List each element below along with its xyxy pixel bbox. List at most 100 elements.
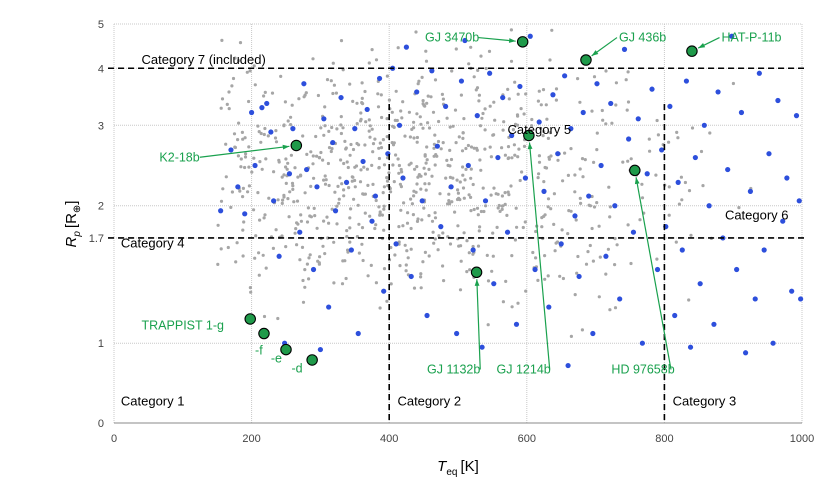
background-point (489, 155, 493, 159)
category-label-3: Category 3 (673, 393, 737, 408)
background-point (305, 262, 309, 266)
background-point (241, 228, 245, 232)
blue-point (761, 247, 767, 253)
background-point (540, 216, 544, 220)
planet-label-9: GJ 1214b (497, 363, 551, 377)
background-point (597, 295, 601, 299)
blue-point (580, 109, 586, 116)
background-point (560, 228, 564, 232)
background-point (626, 70, 630, 74)
background-point (262, 132, 266, 137)
background-point (396, 46, 400, 50)
background-point (241, 186, 245, 190)
background-point (409, 161, 413, 165)
background-point (257, 251, 261, 255)
background-point (261, 253, 265, 257)
background-point (436, 248, 440, 252)
x-tick-label: 800 (655, 433, 673, 445)
blue-point (522, 175, 529, 181)
background-point (284, 245, 288, 249)
blue-point (729, 33, 735, 39)
blue-point (462, 37, 468, 44)
background-point (471, 244, 475, 249)
blue-point (770, 340, 776, 346)
background-point (424, 49, 428, 53)
background-point (262, 216, 266, 220)
blue-point (527, 33, 533, 39)
category-label-5: Category 5 (508, 122, 572, 137)
arrow-line-9 (528, 142, 551, 370)
background-point (419, 275, 423, 279)
background-point (521, 225, 525, 230)
background-point (394, 153, 398, 157)
background-point (321, 158, 325, 162)
arrow-head-4 (282, 144, 290, 150)
blue-point (474, 113, 480, 119)
background-point (578, 167, 582, 171)
background-point (243, 165, 247, 170)
blue-point (369, 218, 375, 224)
annotation-arrows (199, 36, 720, 370)
x-tick-label: 400 (380, 433, 398, 445)
background-point (392, 180, 396, 184)
background-point (339, 115, 343, 119)
background-point (441, 97, 445, 101)
y-tick-label: 4 (98, 63, 104, 75)
blue-point (558, 241, 564, 247)
background-point (316, 93, 320, 98)
blue-point (612, 203, 618, 209)
blue-point (517, 83, 523, 90)
background-point (469, 176, 473, 180)
background-point (314, 134, 318, 139)
background-point (247, 165, 251, 169)
planet-label-3: -d (292, 362, 303, 376)
background-point (540, 225, 544, 229)
background-point (239, 165, 243, 169)
background-point (544, 166, 549, 170)
background-point (553, 249, 557, 253)
background-point (329, 79, 333, 83)
background-point (687, 189, 692, 193)
background-point (451, 176, 455, 180)
background-point (247, 99, 251, 104)
background-point (548, 58, 552, 62)
blue-point (644, 171, 650, 177)
background-point (500, 204, 504, 208)
background-point (289, 123, 293, 127)
blue-point (565, 362, 571, 369)
background-point (296, 222, 300, 226)
background-point (382, 207, 386, 211)
blue-point (598, 162, 604, 169)
background-point (404, 263, 408, 267)
background-point (370, 127, 374, 131)
background-point (411, 213, 415, 217)
background-point (367, 61, 371, 65)
background-point (374, 281, 378, 285)
background-point (402, 201, 406, 205)
blue-point (321, 116, 327, 122)
background-point (626, 100, 631, 104)
background-point (360, 81, 364, 85)
background-point (506, 145, 511, 149)
background-point (270, 91, 275, 95)
background-point (448, 242, 453, 246)
background-point (382, 228, 386, 232)
background-point (318, 255, 322, 259)
background-point (332, 83, 336, 87)
background-point (308, 253, 312, 257)
background-point (478, 158, 482, 162)
background-points (216, 28, 753, 338)
background-point (566, 173, 571, 177)
background-point (430, 219, 435, 223)
background-point (459, 259, 463, 263)
blue-point (626, 136, 632, 142)
background-point (677, 202, 682, 206)
background-point (274, 129, 278, 133)
background-point (461, 173, 465, 177)
background-point (390, 110, 394, 114)
blue-point (360, 158, 366, 165)
background-point (350, 179, 354, 183)
background-point (441, 141, 445, 145)
background-point (534, 256, 538, 260)
background-point (590, 109, 594, 113)
